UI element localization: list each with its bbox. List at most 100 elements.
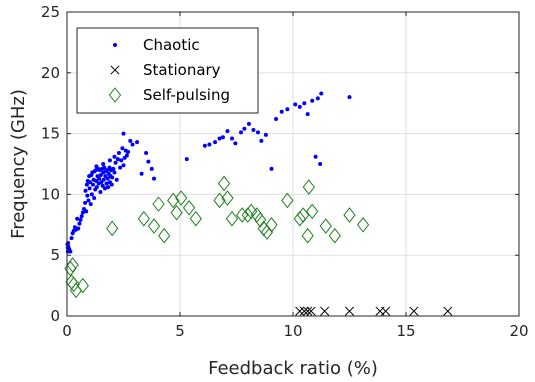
data-point [310, 98, 315, 103]
data-point [236, 207, 249, 223]
data-point [139, 171, 144, 176]
data-point [78, 217, 83, 222]
legend-entry: Self-pulsing [108, 86, 230, 104]
data-point [114, 177, 119, 182]
series-self-pulsing [64, 175, 370, 299]
legend-box [76, 27, 259, 114]
data-point [135, 140, 140, 145]
data-point [313, 154, 318, 159]
data-point [130, 142, 135, 147]
data-point [269, 166, 274, 171]
data-point [65, 274, 78, 290]
data-point [107, 158, 112, 163]
data-point [220, 135, 225, 140]
x-tick-label: 0 [62, 322, 72, 340]
data-point [356, 216, 370, 233]
data-point [213, 192, 226, 209]
data-point [147, 218, 161, 234]
legend-entry: Chaotic [113, 36, 200, 54]
data-point [319, 218, 332, 234]
data-point [263, 132, 268, 137]
data-point [409, 306, 419, 316]
x-axis-label: Feedback ratio (%) [208, 358, 378, 379]
data-point [158, 227, 171, 244]
data-point [118, 165, 123, 170]
data-point [184, 157, 189, 162]
data-point [305, 112, 310, 117]
data-point [242, 126, 247, 131]
data-point [69, 236, 74, 241]
data-point [126, 149, 131, 154]
data-point [328, 227, 341, 244]
data-point [121, 163, 126, 168]
data-point [115, 157, 120, 162]
data-point [281, 192, 294, 209]
data-point [116, 151, 121, 156]
data-point [75, 216, 80, 221]
data-point [83, 188, 88, 193]
data-point [98, 189, 103, 194]
data-point [225, 210, 239, 227]
data-point [274, 117, 279, 122]
legend-marker [113, 43, 117, 47]
data-marks [64, 91, 453, 316]
data-point [229, 136, 234, 141]
series-stationary [295, 306, 453, 316]
data-point [94, 164, 99, 169]
data-point [254, 212, 267, 228]
data-point [225, 129, 230, 134]
data-point [80, 210, 85, 215]
y-tick-label: 10 [41, 185, 60, 203]
data-point [207, 142, 212, 147]
data-point [106, 185, 111, 190]
data-point [347, 95, 352, 100]
legend-label: Stationary [143, 61, 221, 79]
data-point [121, 131, 126, 136]
data-point [297, 104, 302, 109]
data-point [79, 214, 84, 219]
data-point [239, 130, 244, 135]
data-point [101, 177, 106, 182]
data-point [260, 224, 274, 240]
legend: Chaotic Stationary Self-pulsing [76, 27, 259, 114]
data-point [97, 176, 102, 181]
data-point [443, 306, 453, 316]
data-point [306, 306, 316, 316]
data-point [149, 166, 154, 171]
x-tick-label: 5 [175, 322, 185, 340]
data-point [293, 210, 306, 227]
data-point [101, 162, 106, 166]
data-point [66, 257, 79, 273]
data-point [265, 216, 278, 233]
data-point [255, 130, 260, 135]
data-point [315, 96, 320, 101]
data-point [110, 175, 115, 180]
legend-marker [108, 87, 122, 103]
data-point [77, 221, 82, 226]
legend-marker [110, 65, 120, 75]
data-point [221, 190, 234, 206]
series-chaotic [65, 91, 352, 254]
data-point [112, 170, 117, 175]
data-point [318, 162, 323, 166]
data-point [233, 141, 238, 146]
data-point [90, 182, 95, 187]
data-point [69, 282, 83, 299]
data-point [92, 196, 97, 201]
data-point [86, 198, 91, 203]
data-point [302, 101, 307, 106]
data-point [76, 277, 89, 294]
data-point [170, 204, 183, 221]
data-point [120, 146, 125, 151]
data-point [245, 203, 258, 220]
data-point [124, 153, 129, 158]
data-point [76, 226, 81, 231]
data-point [94, 185, 99, 190]
data-point [320, 306, 330, 316]
data-point [88, 180, 93, 185]
data-point [68, 249, 73, 254]
data-point [119, 158, 124, 163]
data-point [104, 181, 109, 186]
data-point [85, 193, 90, 198]
